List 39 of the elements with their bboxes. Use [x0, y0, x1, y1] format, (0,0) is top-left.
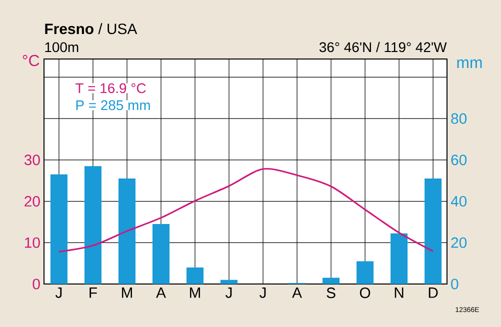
y-tick-label: 0 — [32, 278, 40, 290]
bar — [50, 174, 68, 284]
y2-tick-label: 0 — [451, 278, 458, 290]
bar — [356, 261, 374, 284]
y2-tick-label: 80 — [451, 113, 467, 124]
y2-axis-title: mm — [457, 59, 482, 68]
x-tick-label: N — [394, 288, 404, 298]
bar — [220, 280, 238, 284]
y-axis-title: °C — [22, 54, 40, 66]
y-tick-label: 20 — [24, 196, 40, 207]
text: 36° 46'N / 119° 42'W — [319, 42, 447, 52]
x-tick-label: J — [226, 288, 232, 298]
x-tick-label: M — [190, 288, 200, 298]
annotation: T = 16.9 °C — [76, 83, 146, 94]
y2-tick-label: 60 — [451, 154, 467, 166]
x-tick-label: A — [292, 288, 302, 298]
x-tick-label: D — [428, 288, 438, 298]
bar — [424, 178, 442, 284]
bar — [84, 166, 102, 284]
bar — [118, 178, 136, 284]
annotation: P = 285 mm — [76, 100, 150, 110]
x-tick-label: J — [55, 288, 62, 298]
line-series — [58, 168, 434, 253]
y2-tick-label: 40 — [450, 196, 467, 207]
chart-title: Fresno / USA — [45, 23, 138, 34]
x-tick-label: M — [122, 288, 132, 298]
x-tick-label: F — [90, 288, 97, 298]
bar — [186, 267, 204, 284]
x-tick-label: A — [156, 288, 166, 298]
y-tick-label: 30 — [24, 154, 40, 166]
y2-tick-label: 20 — [451, 237, 467, 248]
bar — [322, 278, 340, 284]
bar — [390, 233, 408, 284]
text: 100m — [45, 42, 78, 52]
x-tick-label: J — [260, 288, 266, 298]
bar — [152, 224, 170, 284]
y-tick-label: 10 — [25, 237, 40, 248]
x-tick-label: O — [360, 288, 370, 298]
x-tick-label: S — [326, 288, 336, 298]
